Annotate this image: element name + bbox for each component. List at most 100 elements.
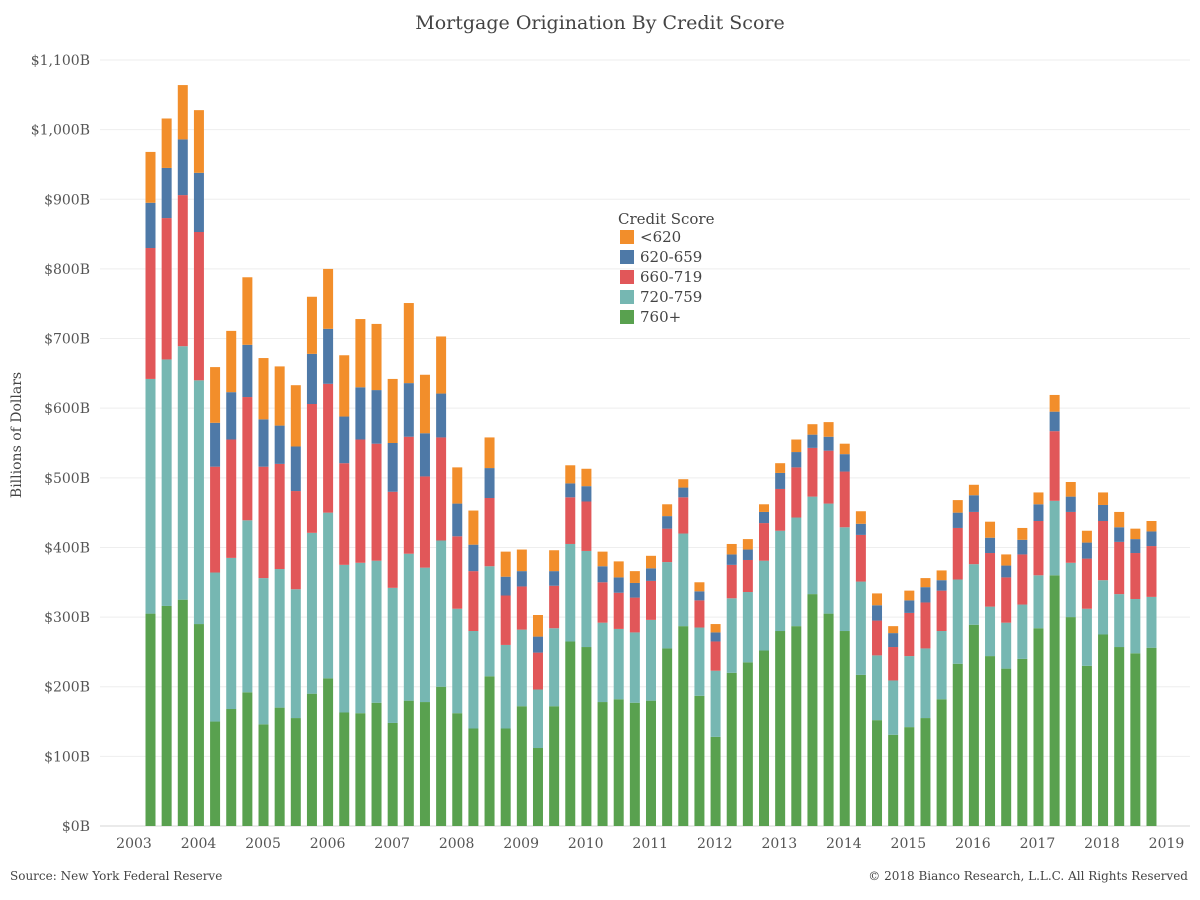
bar-segment bbox=[371, 390, 382, 444]
bar-segment bbox=[597, 566, 608, 583]
bar-segment bbox=[597, 622, 608, 703]
bar-segment bbox=[629, 597, 640, 633]
bar-segment bbox=[1130, 553, 1141, 599]
bar-segment bbox=[226, 557, 237, 710]
bar-segment bbox=[581, 486, 592, 502]
bar-segment bbox=[872, 620, 883, 656]
bar-segment bbox=[371, 323, 382, 391]
bar-segment bbox=[807, 496, 818, 595]
bar-segment bbox=[759, 511, 770, 524]
bar-segment bbox=[726, 672, 737, 826]
bar-segment bbox=[290, 446, 301, 492]
bar-segment bbox=[678, 479, 689, 488]
bar-segment bbox=[1114, 527, 1125, 542]
bar-segment bbox=[985, 553, 996, 607]
bar-segment bbox=[1001, 622, 1012, 669]
bar-segment bbox=[323, 512, 334, 679]
x-tick-label: 2013 bbox=[761, 836, 797, 852]
bar-segment bbox=[581, 501, 592, 551]
legend-entry: 720-759 bbox=[640, 288, 702, 306]
bar-segment bbox=[258, 358, 269, 420]
bar-segment bbox=[355, 562, 366, 714]
bar-segment bbox=[1017, 554, 1028, 605]
bar-segment bbox=[1001, 577, 1012, 623]
x-tick-label: 2010 bbox=[568, 836, 604, 852]
bar-segment bbox=[532, 636, 543, 653]
bar-segment bbox=[210, 367, 221, 423]
bar-segment bbox=[1114, 511, 1125, 528]
bar-segment bbox=[161, 118, 172, 168]
bar-segment bbox=[258, 419, 269, 467]
bar-segment bbox=[177, 85, 188, 140]
bar-segment bbox=[290, 491, 301, 590]
bar-segment bbox=[839, 471, 850, 528]
bar-segment bbox=[888, 647, 899, 681]
bar-segment bbox=[662, 528, 673, 563]
source-note: Source: New York Federal Reserve bbox=[10, 869, 223, 883]
bar-segment bbox=[306, 693, 317, 826]
bar-segment bbox=[532, 689, 543, 749]
bar-segment bbox=[855, 511, 866, 524]
bar-segment bbox=[936, 631, 947, 700]
bar-segment bbox=[419, 374, 430, 434]
bar-segment bbox=[161, 167, 172, 219]
bar-segment bbox=[678, 497, 689, 534]
bar-segment bbox=[759, 523, 770, 561]
bar-segment bbox=[1130, 539, 1141, 554]
bar-segment bbox=[242, 344, 253, 398]
bar-segment bbox=[678, 533, 689, 627]
bar-segment bbox=[1049, 500, 1060, 576]
bar-segment bbox=[645, 700, 656, 826]
bar-segment bbox=[193, 380, 204, 625]
bar-segment bbox=[936, 699, 947, 826]
bar-segment bbox=[629, 571, 640, 583]
bar-segment bbox=[565, 641, 576, 826]
bar-segment bbox=[1146, 596, 1157, 648]
bar-segment bbox=[484, 498, 495, 567]
bar-segment bbox=[791, 626, 802, 826]
bar-segment bbox=[968, 484, 979, 496]
bar-segment bbox=[662, 648, 673, 826]
bar-segment bbox=[145, 248, 156, 379]
bar-segment bbox=[823, 450, 834, 504]
bar-segment bbox=[1146, 647, 1157, 826]
bar-segment bbox=[985, 537, 996, 554]
y-axis: $0B $100B $200B $300B $400B $500B $600B $700B $8… bbox=[31, 53, 90, 835]
bar-segment bbox=[920, 648, 931, 719]
bar-segment bbox=[290, 718, 301, 826]
bar-segment bbox=[936, 590, 947, 632]
x-tick-label: 2003 bbox=[116, 836, 152, 852]
bar-segment bbox=[775, 530, 786, 632]
bar-segment bbox=[952, 663, 963, 826]
bar-segment bbox=[726, 564, 737, 599]
bar-segment bbox=[1098, 520, 1109, 581]
bar-segment bbox=[1098, 580, 1109, 635]
bar-segment bbox=[662, 562, 673, 649]
bar-segment bbox=[581, 550, 592, 648]
bar-segment bbox=[323, 268, 334, 329]
bar-segment bbox=[1017, 658, 1028, 826]
bar-segment bbox=[1049, 575, 1060, 826]
bar-segment bbox=[355, 713, 366, 826]
bar-segment bbox=[855, 523, 866, 535]
bar-segment bbox=[145, 613, 156, 826]
bar-segment bbox=[1130, 528, 1141, 540]
bar-segment bbox=[177, 599, 188, 826]
bar-segment bbox=[516, 571, 527, 587]
x-tick-label: 2007 bbox=[374, 836, 410, 852]
bar-segment bbox=[920, 578, 931, 588]
y-tick-label: $300B bbox=[44, 610, 90, 626]
bar-segment bbox=[1001, 668, 1012, 826]
y-tick-label: $900B bbox=[44, 192, 90, 208]
bar-segment bbox=[419, 476, 430, 568]
bar-segment bbox=[742, 539, 753, 550]
bar-segment bbox=[403, 553, 414, 701]
bar-segment bbox=[1098, 634, 1109, 826]
bar-segment bbox=[1065, 511, 1076, 563]
bar-segment bbox=[775, 488, 786, 531]
legend-title: Credit Score bbox=[618, 210, 715, 228]
bar-segment bbox=[274, 569, 285, 708]
bar-segment bbox=[468, 631, 479, 729]
bar-segment bbox=[645, 580, 656, 620]
